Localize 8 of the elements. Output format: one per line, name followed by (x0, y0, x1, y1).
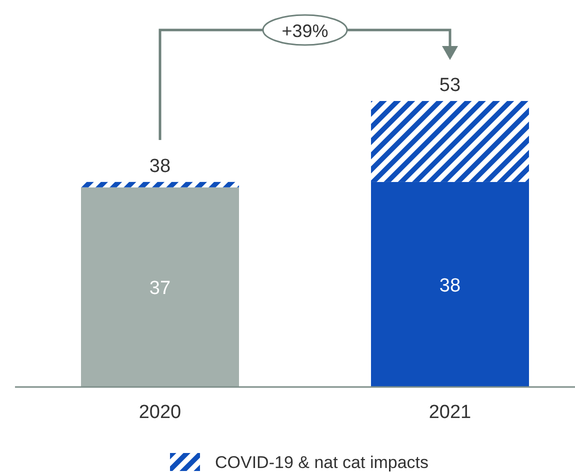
legend-label: COVID-19 & nat cat impacts (215, 453, 429, 472)
total-label: 38 (149, 156, 171, 177)
data-label: 37 (149, 278, 171, 300)
data-label: 38 (439, 275, 461, 296)
text: +39% (282, 21, 328, 41)
total-label: 53 (439, 75, 461, 96)
x-tick-label: 2020 (138, 402, 182, 423)
x-tick-label: 2021 (428, 402, 472, 423)
